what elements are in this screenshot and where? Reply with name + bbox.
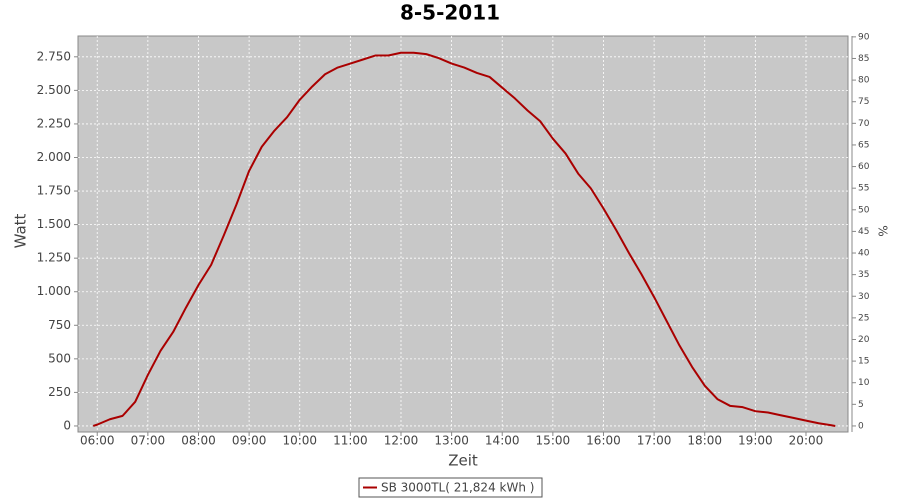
y-tick-label: 1.500 — [37, 217, 71, 231]
y-tick-label: 750 — [48, 318, 71, 332]
y-tick-label: 500 — [48, 351, 71, 365]
x-axis-label: Zeit — [448, 452, 478, 470]
x-tick-label: 12:00 — [384, 434, 419, 448]
x-tick-label: 06:00 — [80, 434, 115, 448]
y-axis-label: Watt — [12, 213, 30, 248]
y2-tick-label: 15 — [858, 357, 869, 367]
y2-tick-label: 80 — [858, 76, 870, 86]
y-tick-label: 1.750 — [37, 184, 71, 198]
y-tick-label: 0 — [63, 418, 71, 432]
y2-tick-label: 85 — [858, 54, 869, 64]
y2-tick-label: 5 — [858, 400, 864, 410]
x-tick-label: 20:00 — [789, 434, 824, 448]
y2-tick-label: 55 — [858, 184, 869, 194]
y2-tick-label: 40 — [858, 249, 870, 259]
y2-tick-label: 75 — [858, 97, 869, 107]
y2-axis-label: % — [876, 225, 890, 236]
x-tick-label: 13:00 — [434, 434, 469, 448]
y2-tick-label: 30 — [858, 292, 870, 302]
x-tick-label: 15:00 — [536, 434, 571, 448]
x-tick-label: 14:00 — [485, 434, 520, 448]
x-tick-label: 17:00 — [637, 434, 672, 448]
x-tick-label: 19:00 — [738, 434, 773, 448]
y2-tick-label: 10 — [858, 378, 870, 388]
chart-title: 8-5-2011 — [400, 1, 500, 25]
x-tick-label: 07:00 — [131, 434, 166, 448]
y2-tick-label: 90 — [858, 32, 870, 42]
y-tick-label: 2.750 — [37, 49, 71, 63]
x-tick-label: 16:00 — [586, 434, 621, 448]
y-tick-label: 2.500 — [37, 83, 71, 97]
y-tick-label: 2.000 — [37, 150, 71, 164]
y-tick-label: 250 — [48, 385, 71, 399]
y2-tick-label: 65 — [858, 140, 869, 150]
y2-tick-label: 25 — [858, 313, 869, 323]
y-tick-label: 1.000 — [37, 284, 71, 298]
y2-tick-label: 45 — [858, 227, 869, 237]
legend-label: SB 3000TL( 21,824 kWh ) — [381, 481, 534, 495]
y2-tick-label: 0 — [858, 421, 864, 431]
data-line — [92, 51, 836, 427]
x-tick-label: 18:00 — [687, 434, 722, 448]
y2-tick-label: 50 — [858, 205, 870, 215]
legend-box — [358, 477, 543, 498]
x-tick-label: 11:00 — [333, 434, 368, 448]
y2-tick-label: 35 — [858, 270, 869, 280]
y2-tick-label: 60 — [858, 162, 870, 172]
x-tick-label: 09:00 — [232, 434, 267, 448]
plot-area — [77, 35, 849, 433]
y-tick-label: 2.250 — [37, 116, 71, 130]
y2-tick-label: 70 — [858, 119, 870, 129]
y-tick-label: 1.250 — [37, 251, 71, 265]
x-tick-label: 08:00 — [181, 434, 216, 448]
x-tick-label: 10:00 — [282, 434, 317, 448]
y2-tick-label: 20 — [858, 335, 870, 345]
